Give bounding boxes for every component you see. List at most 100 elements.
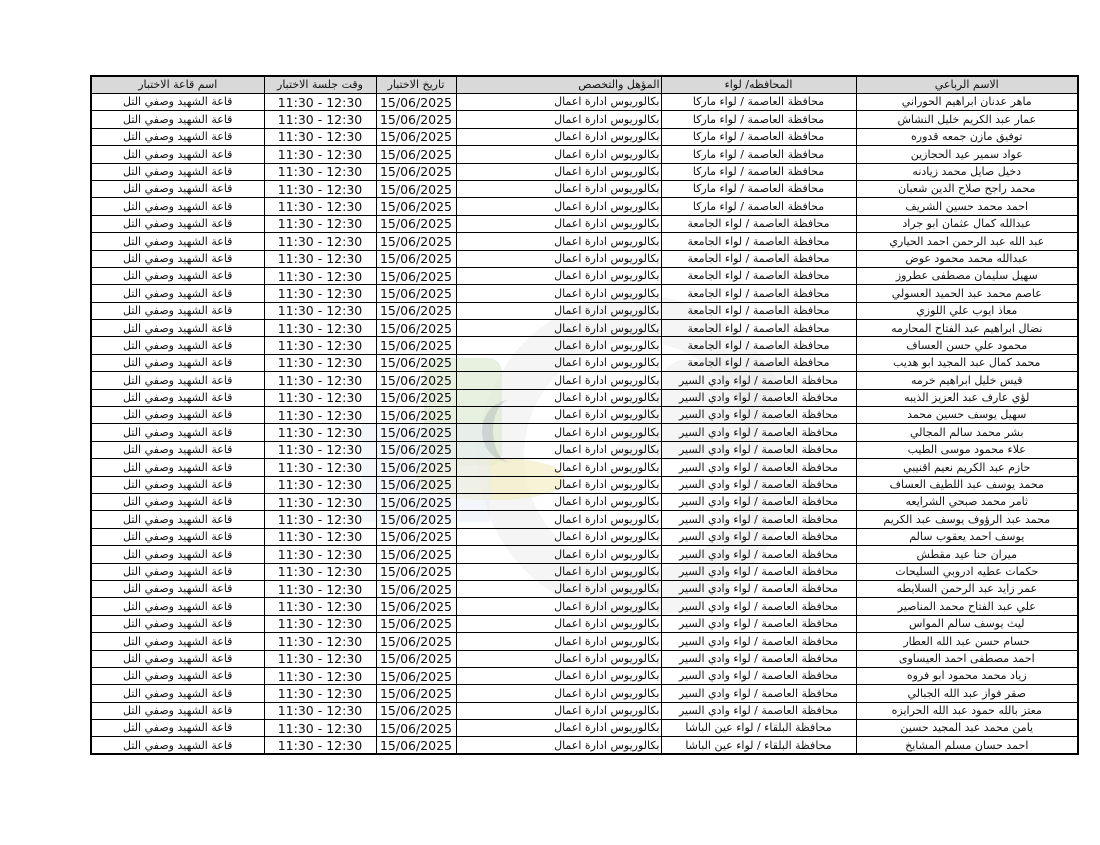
cell-full-name: ثامر محمد صبحي الشرايعه: [855, 492, 1079, 512]
cell-full-name: قيس خليل ابراهيم خرمه: [855, 371, 1079, 390]
cell-governorate: محافظة العاصمة / لواء الجامعة: [660, 232, 857, 251]
cell-governorate: محافظة العاصمة / لواء الجامعة: [660, 249, 857, 268]
cell-hall-name: قاعة الشهيد وصفي التل: [90, 301, 265, 321]
cell-exam-date: 15/06/2025: [375, 406, 457, 425]
cell-full-name: عواد سمير عيد الحجازين: [855, 145, 1079, 164]
cell-hall-name: قاعة الشهيد وصفي التل: [90, 632, 265, 651]
table-row: بشر محمد سالم المجالي محافظة العاصمة / لو…: [90, 423, 1079, 442]
cell-exam-date: 15/06/2025: [375, 666, 457, 686]
cell-exam-date: 15/06/2025: [375, 649, 457, 668]
cell-full-name: احمد محمد حسين الشريف: [855, 197, 1079, 216]
cell-qualification: بكالوريوس ادارة اعمال: [455, 127, 662, 147]
cell-qualification: بكالوريوس ادارة اعمال: [455, 406, 662, 425]
cell-hall-name: قاعة الشهيد وصفي التل: [90, 545, 265, 564]
cell-full-name: معتز بالله حمود عبد الله الحرايزه: [855, 701, 1079, 721]
table-row: ثامر محمد صبحي الشرايعه محافظة العاصمة / …: [90, 492, 1079, 512]
cell-hall-name: قاعة الشهيد وصفي التل: [90, 145, 265, 164]
cell-qualification: بكالوريوس ادارة اعمال: [455, 232, 662, 251]
cell-governorate: محافظة العاصمة / لواء ماركا: [660, 127, 857, 147]
cell-hall-name: قاعة الشهيد وصفي التل: [90, 232, 265, 251]
cell-hall-name: قاعة الشهيد وصفي التل: [90, 475, 265, 494]
cell-governorate: محافظة العاصمة / لواء وادي السير: [660, 458, 857, 477]
cell-exam-date: 15/06/2025: [375, 597, 457, 616]
cell-hall-name: قاعة الشهيد وصفي التل: [90, 110, 265, 129]
cell-exam-date: 15/06/2025: [375, 510, 457, 529]
table-row: دخيل صايل محمد زيادنه محافظة العاصمة / لو…: [90, 162, 1079, 181]
cell-hall-name: قاعة الشهيد وصفي التل: [90, 336, 265, 355]
cell-exam-date: 15/06/2025: [375, 92, 457, 112]
cell-session-time: 11:30 - 12:30: [263, 649, 377, 668]
table-row: صقر فواز عبد الله الجبالي محافظة العاصمة …: [90, 684, 1079, 703]
cell-exam-date: 15/06/2025: [375, 145, 457, 164]
table-row: محمود علي حسن العساف محافظة العاصمة / لوا…: [90, 336, 1079, 355]
cell-hall-name: قاعة الشهيد وصفي التل: [90, 423, 265, 442]
cell-exam-date: 15/06/2025: [375, 562, 457, 581]
table-row: عبدالله محمد محمود عوض محافظة العاصمة / ل…: [90, 249, 1079, 268]
cell-full-name: عبد الله عبد الرحمن احمد الحياري: [855, 232, 1079, 251]
cell-session-time: 11:30 - 12:30: [263, 562, 377, 581]
cell-session-time: 11:30 - 12:30: [263, 319, 377, 338]
table-row: يوسف احمد يعقوب سالم محافظة العاصمة / لوا…: [90, 527, 1079, 547]
cell-governorate: محافظة العاصمة / لواء الجامعة: [660, 353, 857, 373]
cell-governorate: محافظة البلقاء / لواء عين الباشا: [660, 736, 857, 755]
table-row: توفيق مازن جمعه قدوره محافظة العاصمة / لو…: [90, 127, 1079, 147]
cell-hall-name: قاعة الشهيد وصفي التل: [90, 492, 265, 512]
cell-qualification: بكالوريوس ادارة اعمال: [455, 666, 662, 686]
cell-full-name: توفيق مازن جمعه قدوره: [855, 127, 1079, 147]
cell-full-name: زياد محمد محمود ابو فروه: [855, 666, 1079, 686]
cell-exam-date: 15/06/2025: [375, 423, 457, 442]
table-row: احمد مصطفى احمد العيساوى محافظة العاصمة /…: [90, 649, 1079, 668]
cell-full-name: عمار عبد الكريم خليل النشاش: [855, 110, 1079, 129]
cell-qualification: بكالوريوس ادارة اعمال: [455, 597, 662, 616]
cell-qualification: بكالوريوس ادارة اعمال: [455, 301, 662, 321]
cell-session-time: 11:30 - 12:30: [263, 127, 377, 147]
cell-full-name: ماهر عدنان ابراهيم الحوراني: [855, 92, 1079, 112]
cell-governorate: محافظة البلقاء / لواء عين الباشا: [660, 719, 857, 738]
cell-hall-name: قاعة الشهيد وصفي التل: [90, 510, 265, 529]
cell-session-time: 11:30 - 12:30: [263, 579, 377, 599]
cell-hall-name: قاعة الشهيد وصفي التل: [90, 440, 265, 460]
cell-qualification: بكالوريوس ادارة اعمال: [455, 319, 662, 338]
cell-exam-date: 15/06/2025: [375, 301, 457, 321]
cell-governorate: محافظة العاصمة / لواء الجامعة: [660, 214, 857, 234]
header-qualification: المؤهل والتخصص: [455, 75, 662, 94]
cell-full-name: معاذ ايوب علي اللوزي: [855, 301, 1079, 321]
table-row: احمد محمد حسين الشريف محافظة العاصمة / لو…: [90, 197, 1079, 216]
table-row: محمد راجح صلاح الدين شعبان محافظة العاصمة…: [90, 179, 1079, 199]
cell-governorate: محافظة العاصمة / لواء وادي السير: [660, 684, 857, 703]
table-row: زياد محمد محمود ابو فروه محافظة العاصمة /…: [90, 666, 1079, 686]
cell-qualification: بكالوريوس ادارة اعمال: [455, 684, 662, 703]
cell-session-time: 11:30 - 12:30: [263, 475, 377, 494]
cell-exam-date: 15/06/2025: [375, 266, 457, 286]
cell-session-time: 11:30 - 12:30: [263, 492, 377, 512]
cell-qualification: بكالوريوس ادارة اعمال: [455, 179, 662, 199]
table-row: عبد الله عبد الرحمن احمد الحياري محافظة ا…: [90, 232, 1079, 251]
header-exam-date: تاريخ الاختبار: [375, 75, 457, 94]
cell-full-name: سهيل يوسف حسين محمد: [855, 406, 1079, 425]
cell-session-time: 11:30 - 12:30: [263, 162, 377, 181]
cell-qualification: بكالوريوس ادارة اعمال: [455, 423, 662, 442]
cell-full-name: احمد حسان مسلم المشايخ: [855, 736, 1079, 755]
cell-hall-name: قاعة الشهيد وصفي التل: [90, 719, 265, 738]
table-row: حازم عبد الكريم نعيم اقنيبي محافظة العاصم…: [90, 458, 1079, 477]
cell-exam-date: 15/06/2025: [375, 127, 457, 147]
table-row: ليث يوسف سالم المواس محافظة العاصمة / لوا…: [90, 614, 1079, 634]
cell-hall-name: قاعة الشهيد وصفي التل: [90, 597, 265, 616]
cell-hall-name: قاعة الشهيد وصفي التل: [90, 406, 265, 425]
cell-exam-date: 15/06/2025: [375, 632, 457, 651]
cell-qualification: بكالوريوس ادارة اعمال: [455, 475, 662, 494]
table-row: عواد سمير عيد الحجازين محافظة العاصمة / ل…: [90, 145, 1079, 164]
cell-full-name: يامن محمد عبد المجيد حسين: [855, 719, 1079, 738]
cell-exam-date: 15/06/2025: [375, 179, 457, 199]
cell-session-time: 11:30 - 12:30: [263, 458, 377, 477]
cell-hall-name: قاعة الشهيد وصفي التل: [90, 92, 265, 112]
header-hall-name: اسم قاعة الاختبار: [90, 75, 265, 94]
cell-qualification: بكالوريوس ادارة اعمال: [455, 214, 662, 234]
table-row: علي عبد الفتاح محمد المناصير محافظة العاص…: [90, 597, 1079, 616]
cell-governorate: محافظة العاصمة / لواء وادي السير: [660, 562, 857, 581]
cell-qualification: بكالوريوس ادارة اعمال: [455, 336, 662, 355]
cell-governorate: محافظة العاصمة / لواء وادي السير: [660, 545, 857, 564]
cell-governorate: محافظة العاصمة / لواء ماركا: [660, 197, 857, 216]
cell-session-time: 11:30 - 12:30: [263, 527, 377, 547]
cell-exam-date: 15/06/2025: [375, 579, 457, 599]
